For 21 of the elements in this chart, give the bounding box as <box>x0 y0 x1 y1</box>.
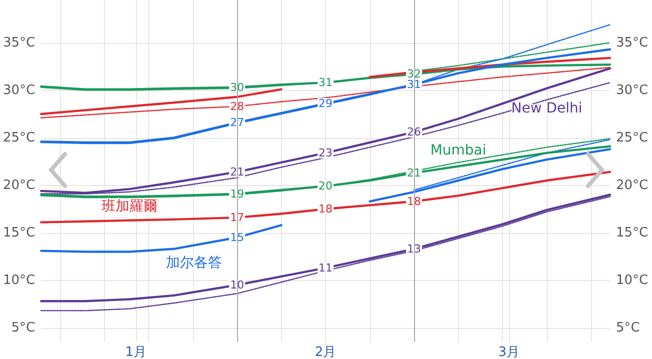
x-tick-label: 1月 <box>125 345 147 359</box>
series-label: 班加羅爾 <box>102 198 158 214</box>
y2-tick-label: 20°C <box>616 178 648 193</box>
series-label: Mumbai <box>430 142 486 158</box>
y-tick-label: 10°C <box>2 272 36 288</box>
series-label: New Delhi <box>511 100 582 116</box>
y2-tick-label: 25°C <box>616 130 648 146</box>
series-label: 加尔各答 <box>166 254 222 271</box>
x-tick-label: 2月 <box>314 345 336 359</box>
y2-tick-label: 35°C <box>616 35 648 50</box>
y-tick-label: 30°C <box>2 82 36 98</box>
y-tick-label: 5°C <box>11 320 36 336</box>
y-tick-label: 15°C <box>2 225 36 240</box>
y-tick-label: 25°C <box>2 130 36 146</box>
y2-tick-label: 10°C <box>616 272 648 288</box>
y2-tick-label: 30°C <box>616 82 648 98</box>
y2-tick-label: 15°C <box>616 225 648 240</box>
y-tick-label: 35°C <box>2 35 36 50</box>
y2-tick-label: 5°C <box>616 320 640 336</box>
x-tick-label: 3月 <box>498 345 520 359</box>
y-tick-label: 20°C <box>2 178 36 193</box>
